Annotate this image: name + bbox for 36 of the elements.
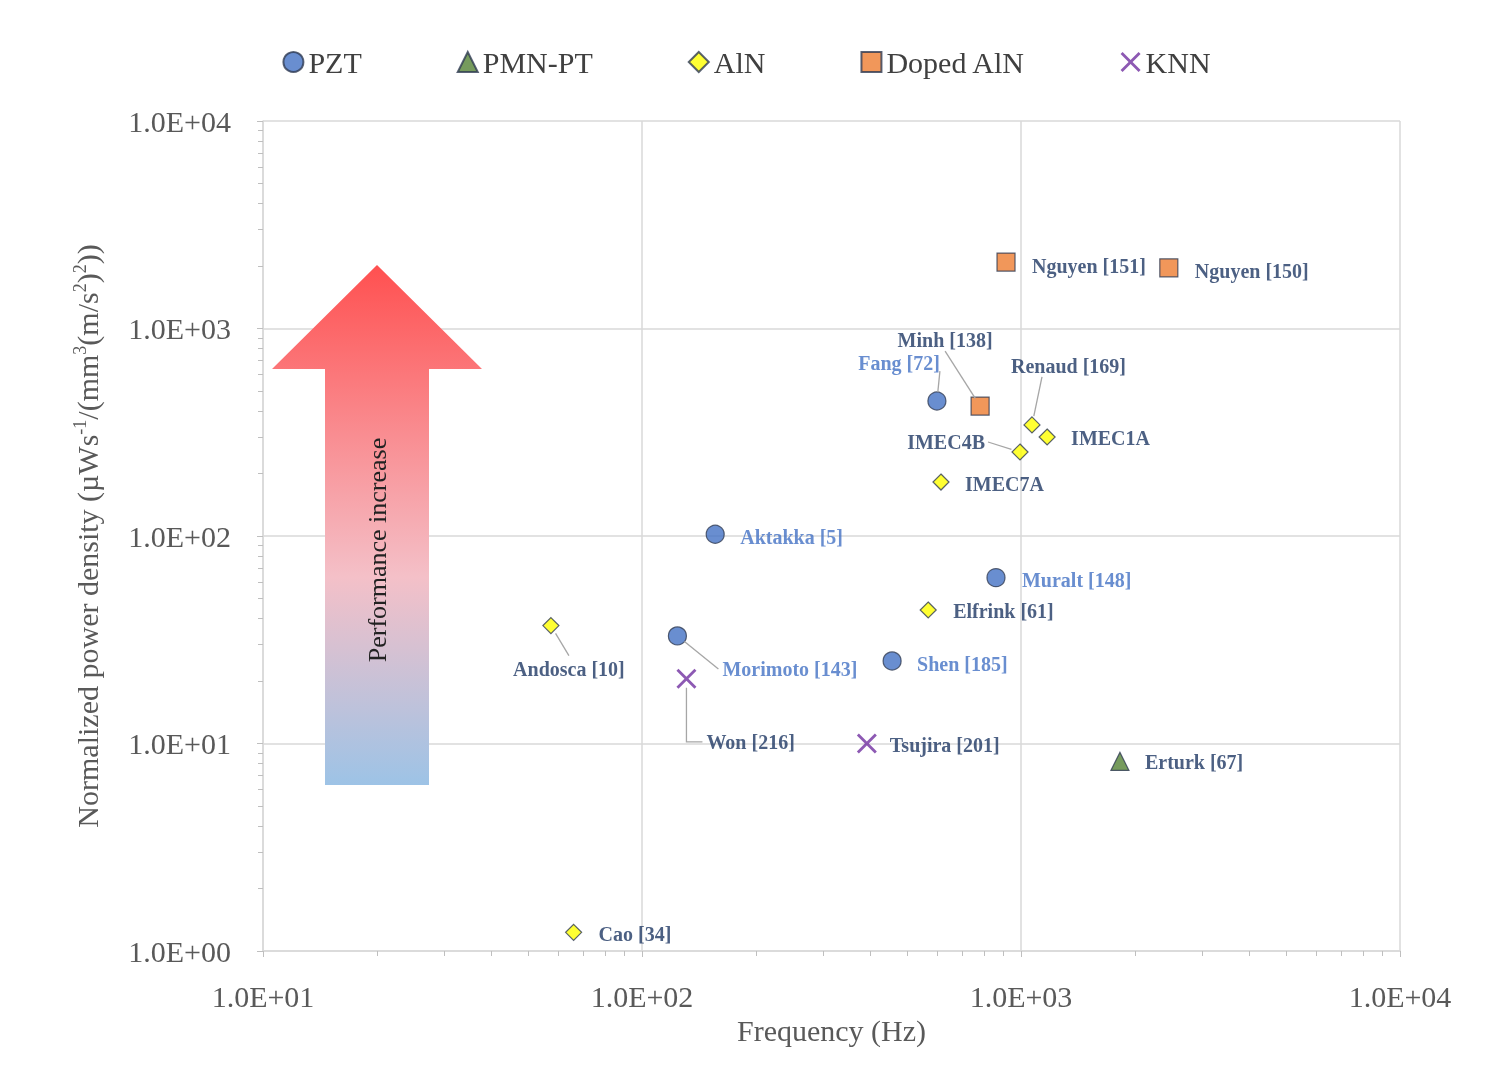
legend-label: Doped AlN: [886, 45, 1024, 79]
annotation: Tsujira [201]: [889, 733, 1000, 757]
y-tick-label: 1.0E+03: [128, 312, 231, 345]
y-tick-label: 1.0E+02: [128, 519, 231, 553]
text: Normalized power density (µWs-1/(mm3(m/s2)2)): [70, 244, 104, 828]
legend-label: AlN: [713, 45, 766, 79]
x-tick-label: 1.0E+01: [211, 979, 315, 1013]
x-tick-label: 1.0E+03: [969, 979, 1073, 1013]
annotation: Elfrink [61]: [953, 599, 1054, 622]
arrow-icon: Performance increase: [272, 265, 482, 785]
annotation: Renaud [169]: [1010, 354, 1126, 377]
annotation: IMEC7A: [964, 473, 1045, 496]
annotation: Aktakka [5]: [740, 526, 843, 549]
annotation: Andosca [10]: [513, 657, 625, 680]
x-tick-label: 1.0E+04: [1348, 979, 1452, 1013]
annotation: Performance increase: [363, 437, 392, 663]
y-tick-label: 1.0E+00: [128, 934, 231, 968]
legend-label: PZT: [308, 45, 362, 79]
annotation: Nguyen [150]: [1194, 259, 1309, 283]
annotation: Nguyen [151]: [1032, 255, 1146, 279]
y-tick-label: 1.0E+04: [128, 104, 231, 138]
annotation: Muralt [148]: [1021, 568, 1132, 591]
annotation: IMEC4B: [907, 431, 986, 453]
annotation: Shen [185]: [917, 652, 1008, 675]
annotation: Morimoto [143]: [722, 657, 858, 680]
annotation: Won [216]: [706, 730, 795, 753]
x-tick-label: 1.0E+02: [590, 979, 694, 1013]
legend-label: KNN: [1145, 45, 1211, 79]
x-axis-title: Frequency (Hz): [736, 1014, 927, 1049]
annotation: Cao [34]: [598, 923, 672, 946]
annotation: IMEC1A: [1071, 427, 1151, 449]
legend-label: PMN-PT: [482, 45, 593, 79]
y-tick-label: 1.0E+01: [128, 727, 231, 760]
annotation: Erturk [67]: [1144, 751, 1244, 774]
annotation: Fang [72]: [858, 352, 940, 376]
annotation: Minh [138]: [897, 329, 993, 352]
